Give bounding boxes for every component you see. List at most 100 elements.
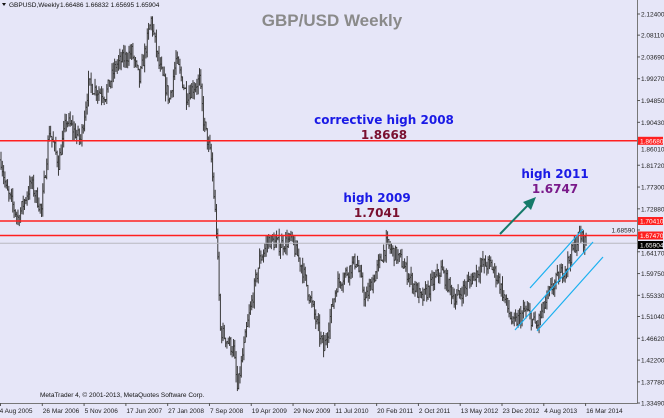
price-bar xyxy=(269,235,272,248)
channel-upper-line[interactable] xyxy=(529,228,584,289)
price-bar xyxy=(493,263,496,278)
price-bar xyxy=(244,329,247,343)
price-bar xyxy=(14,209,17,217)
dropdown-triangle-icon[interactable] xyxy=(2,3,6,6)
price-bar xyxy=(518,308,521,325)
price-bar xyxy=(188,85,191,108)
price-bar xyxy=(202,96,205,131)
channel-lower-line[interactable] xyxy=(536,256,604,332)
price-bar xyxy=(265,235,268,257)
price-bar xyxy=(310,290,313,308)
price-bar xyxy=(411,272,414,294)
level-price-label: 1.67470 xyxy=(640,233,664,240)
price-bar xyxy=(255,272,258,283)
price-bar xyxy=(53,140,56,152)
price-bar xyxy=(380,253,383,261)
price-bar xyxy=(163,66,166,77)
price-bar xyxy=(252,292,255,308)
price-bar xyxy=(235,351,238,383)
price-bar xyxy=(90,72,93,93)
price-bar xyxy=(129,44,132,59)
price-bar xyxy=(78,128,81,146)
price-bar xyxy=(502,290,505,302)
price-bar xyxy=(194,83,197,93)
price-bar xyxy=(11,188,14,213)
price-bar xyxy=(417,282,420,304)
price-bar xyxy=(304,266,307,281)
price-bar xyxy=(79,134,82,145)
price-bar xyxy=(231,345,234,358)
price-bar xyxy=(133,55,136,68)
price-bar xyxy=(446,269,449,293)
price-bar xyxy=(27,186,30,201)
price-bar xyxy=(182,84,185,91)
price-bar xyxy=(308,294,311,304)
price-bar xyxy=(108,79,111,88)
price-bar xyxy=(322,332,325,358)
price-bar xyxy=(522,299,525,319)
price-bar xyxy=(527,302,530,312)
price-bar xyxy=(6,179,9,191)
price-bar xyxy=(282,235,285,256)
price-bar xyxy=(77,125,80,137)
price-bar xyxy=(43,170,46,194)
price-bar xyxy=(205,121,208,131)
price-bar xyxy=(318,314,321,347)
price-bar xyxy=(242,336,245,361)
y-tick-label: 1.72880 xyxy=(641,206,664,213)
price-bar xyxy=(66,121,69,128)
price-bar xyxy=(220,326,223,344)
annotation-corrective-high-2008-value: 1.8668 xyxy=(361,128,407,142)
price-bar xyxy=(125,51,128,68)
price-bar xyxy=(15,211,18,225)
y-tick-label: 1.59750 xyxy=(641,271,664,278)
price-bar xyxy=(75,129,78,145)
price-bar xyxy=(400,248,403,268)
price-bar xyxy=(167,85,170,105)
price-bar xyxy=(65,113,68,132)
price-bar xyxy=(20,201,23,215)
channel-middle-line[interactable] xyxy=(514,241,594,331)
price-bar xyxy=(326,332,329,348)
price-bar xyxy=(262,249,265,263)
price-bar xyxy=(352,256,355,265)
price-bar xyxy=(541,301,544,319)
price-bar xyxy=(416,282,419,298)
annotation-high-2009-title: high 2009 xyxy=(343,191,410,205)
price-bar xyxy=(575,236,578,257)
price-bar xyxy=(427,280,430,300)
price-bar xyxy=(428,285,431,298)
price-bar xyxy=(361,272,364,293)
price-bar xyxy=(107,79,110,93)
price-bar xyxy=(406,256,409,285)
price-bar xyxy=(309,295,312,303)
x-tick-label: 2 Oct 2011 xyxy=(419,408,451,415)
price-bar xyxy=(22,195,25,215)
price-bar xyxy=(173,61,176,81)
price-bar xyxy=(505,294,508,306)
price-bar xyxy=(28,175,31,200)
price-bar xyxy=(95,85,98,101)
price-bar xyxy=(489,256,492,267)
price-bar xyxy=(13,201,16,219)
trend-channel[interactable] xyxy=(514,228,604,332)
price-bar xyxy=(302,263,305,284)
price-bar xyxy=(475,264,478,287)
price-bar xyxy=(506,297,509,313)
price-bar xyxy=(333,298,336,309)
price-bar xyxy=(579,225,582,244)
price-bar xyxy=(156,50,159,62)
price-bar xyxy=(421,287,424,306)
price-bar xyxy=(181,76,184,89)
price-bar xyxy=(338,273,341,288)
price-bar xyxy=(470,273,473,287)
price-bar xyxy=(382,244,385,264)
price-bar xyxy=(450,284,453,305)
price-bar xyxy=(245,321,248,338)
price-bar xyxy=(219,293,222,331)
price-bar xyxy=(441,259,444,271)
price-bar xyxy=(510,311,513,325)
price-bar xyxy=(147,22,150,40)
price-bar xyxy=(143,43,146,73)
